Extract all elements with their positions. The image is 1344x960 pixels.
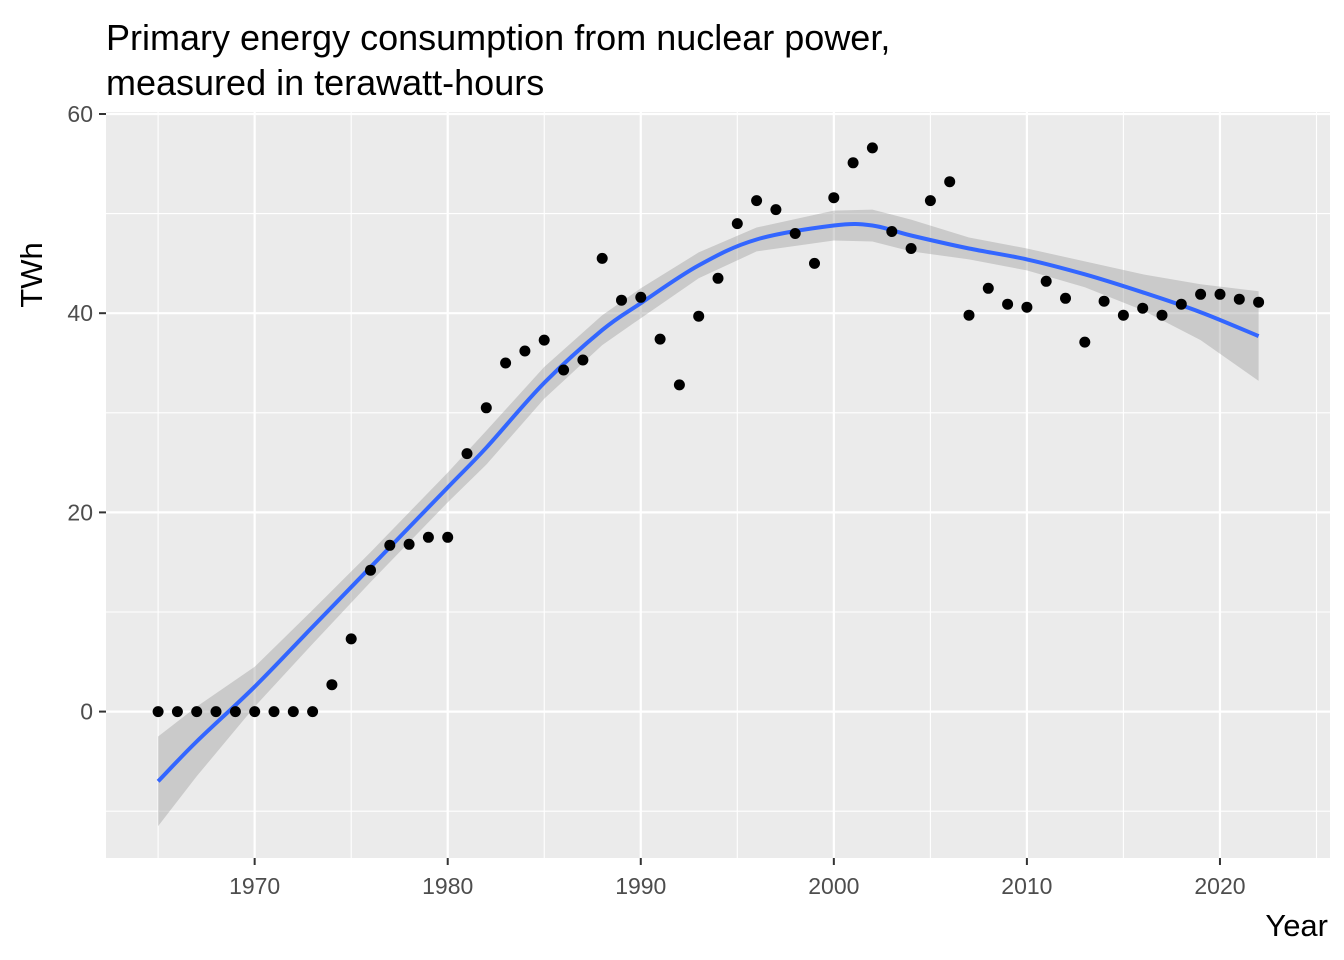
data-point [210,706,222,718]
x-tick-label: 2010 [1001,873,1052,899]
data-point [866,142,878,154]
data-point [1175,298,1187,310]
data-point [538,334,550,346]
data-point [171,706,183,718]
y-tick-label: 0 [80,699,93,725]
data-point [461,448,473,460]
data-point [847,157,859,169]
data-point [287,706,299,718]
data-point [828,192,840,204]
data-point [152,706,164,718]
data-point [1117,309,1129,321]
x-tick-label: 1980 [422,873,473,899]
data-point [229,706,241,718]
chart-title: Primary energy consumption from nuclear … [106,17,890,103]
data-point [1021,301,1033,313]
x-tick-label: 2020 [1194,873,1245,899]
data-point [326,679,338,691]
data-point [442,531,454,543]
data-point [480,402,492,414]
data-point [249,706,261,718]
minor-gridlines [106,112,1330,858]
data-point [1079,336,1091,348]
data-point [1002,298,1014,310]
x-axis: 1970 1980 1990 2000 2010 2020 [229,858,1246,899]
data-point [635,291,647,303]
data-point [693,310,705,322]
data-point [654,333,666,345]
data-point [1040,275,1052,287]
data-point [1214,288,1226,300]
data-point [905,243,917,254]
data-point [519,345,531,357]
data-point [731,218,743,230]
data-point [577,354,589,366]
x-tick-label: 1970 [229,873,280,899]
data-point [191,706,203,718]
data-point [307,706,319,718]
data-point [789,228,801,239]
data-points [152,142,1265,718]
data-point [1137,302,1149,314]
data-point [1253,296,1265,308]
plot-panel [106,112,1330,858]
data-point [673,379,685,391]
y-tick-label: 40 [67,300,93,326]
data-point [963,309,975,321]
data-point [924,195,936,207]
data-point [770,204,782,216]
x-tick-label: 2000 [808,873,859,899]
data-point [1156,309,1168,321]
data-point [944,176,956,188]
data-point [886,226,898,237]
chart-title-line-1: Primary energy consumption from nuclear … [106,17,890,58]
y-tick-label: 60 [67,101,93,127]
data-point [422,531,434,543]
x-axis-title: Year [1265,908,1328,943]
data-point [751,195,763,207]
data-point [384,539,396,551]
data-point [1060,292,1071,304]
data-point [558,364,570,376]
data-point [982,282,994,294]
data-point [712,272,724,284]
data-point [365,564,376,576]
data-point [500,357,512,369]
data-point [268,706,280,718]
x-tick-label: 1990 [615,873,666,899]
y-axis: 0 20 40 60 [67,101,106,725]
data-point [809,257,820,269]
data-point [1098,295,1110,307]
smooth-trend-line [156,222,1260,783]
data-point [616,294,627,306]
chart-subtitle: measured in terawatt-hours [106,62,544,103]
data-point [403,538,415,550]
data-point [345,633,357,645]
y-axis-title: TWh [14,242,49,307]
data-point [596,252,608,264]
y-tick-label: 20 [67,499,93,525]
data-point [1195,288,1207,300]
data-point [1233,293,1245,305]
